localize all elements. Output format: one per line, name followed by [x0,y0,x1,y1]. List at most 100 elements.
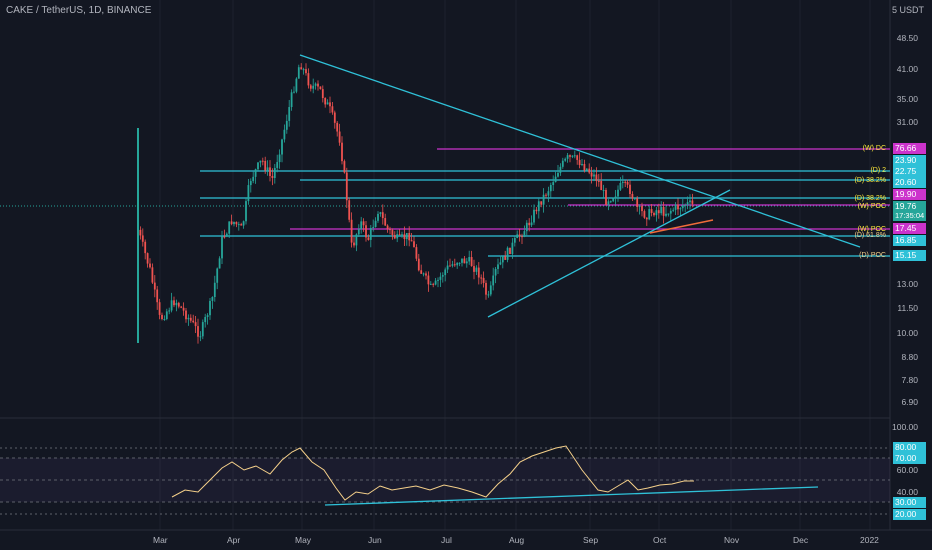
candle-body [458,262,461,264]
candle-body [290,92,293,108]
candle-body [319,86,322,90]
price-axis-label: 31.00 [896,117,918,127]
candle-body [542,194,545,205]
candle-body [585,168,588,171]
candle-body [648,209,651,220]
candle-body [297,67,300,79]
orange-trendline[interactable] [649,219,714,234]
candle-body [211,297,214,301]
ascending-trendline[interactable] [487,189,731,318]
countdown-box: 17:35:04 [893,211,926,221]
candle-body [523,231,526,237]
candle-body [192,320,195,323]
candle-body [288,107,291,121]
candle-body [451,264,454,266]
candle-body [317,83,319,87]
candle-body [146,253,149,264]
candle-body [461,258,463,263]
candle-body [571,155,574,157]
candle-body [513,237,516,243]
price-axis-label: 41.00 [896,64,918,74]
candle-body [689,200,691,203]
candle-body [533,209,535,223]
candle-body [597,180,600,182]
candle-body [629,184,631,195]
candle-body [535,209,538,212]
candle-body [653,212,655,216]
candle-body [336,122,339,132]
candle-body [163,318,166,320]
candle-body [417,258,420,271]
rsi-trendline[interactable] [324,486,819,506]
candle-body [153,282,156,290]
candle-body [557,172,559,177]
candle-body [576,155,579,160]
candle-body [398,234,401,236]
candle-body [667,213,670,215]
candle-body [475,267,478,272]
candle-body [552,182,555,186]
candle-body [170,300,173,311]
candle-body [345,172,348,201]
fib-price-box: 19.90 [893,189,926,200]
candle-body [518,234,521,237]
candle-body [266,167,269,171]
candle-body [276,162,279,168]
price-axis-label: 13.00 [896,279,918,289]
symbol-title[interactable]: CAKE / TetherUS, 1D, BINANCE [6,5,152,16]
candle-body [355,234,358,246]
x-axis-label: May [295,535,312,545]
d618-tag: (D) 61.8% [854,232,886,239]
candle-body [168,310,171,312]
candle-body [141,235,144,242]
descending-trendline[interactable] [299,54,861,248]
candle-body [403,234,406,240]
candle-body [525,222,528,232]
candle-body [492,275,495,286]
candle-body [233,221,235,225]
candle-body [369,228,372,240]
candle-body [225,233,228,237]
candle-body [657,210,660,214]
candle-body [372,226,375,229]
candle-body [182,307,185,311]
price-axis-label: 10.00 [896,328,918,338]
candle-body [607,201,610,205]
candle-body [621,181,624,183]
candle-body [259,160,262,163]
candle-body [463,258,466,264]
candle-body [686,202,689,205]
candle-body [449,265,451,267]
candle-body [578,159,581,166]
candle-body [235,221,238,225]
candle-body [360,221,363,230]
candle-body [473,266,475,272]
candle-body [365,225,367,238]
candle-body [326,102,329,105]
candle-body [314,83,317,86]
candle-body [139,229,142,236]
candle-body [485,282,487,295]
candle-body [405,233,408,240]
candle-body [429,283,432,285]
rsi-level-box: 20.00 [893,509,926,520]
candle-body [194,322,197,327]
candle-body [489,285,492,295]
candle-body [252,176,255,182]
candle-body [581,164,583,166]
candle-body [312,85,315,89]
candle-body [343,161,346,173]
candle-body [408,233,411,241]
rsi-axis-label: 60.00 [896,465,918,475]
candle-body [432,283,435,285]
candle-body [638,206,641,208]
candle-body [362,221,365,226]
candle-body [684,204,687,206]
candle-body [439,276,442,280]
candle-body [293,91,295,93]
candle-body [617,189,619,197]
candle-body [545,194,547,196]
unit-label: 5 USDT [891,5,924,15]
candle-body [465,261,468,264]
